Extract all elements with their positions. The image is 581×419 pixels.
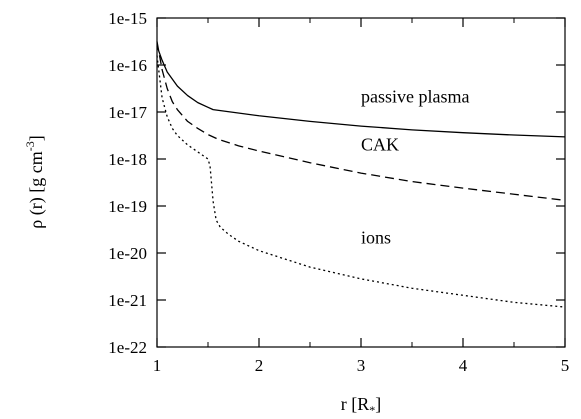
annotation-label: ions	[361, 228, 391, 248]
series-annotations: passive plasma CAK ions	[361, 87, 469, 248]
x-tick-label: 3	[357, 356, 366, 375]
series-lines	[156, 41, 566, 308]
series-line-passive-plasma	[156, 45, 566, 138]
plot-frame	[156, 17, 566, 348]
x-axis-label-close: ]	[375, 394, 381, 414]
x-axis-label-sub: *	[369, 403, 375, 417]
x-tick-label: 1	[153, 356, 162, 375]
y-tick-label: 1e-22	[108, 338, 147, 357]
annotation-label: CAK	[361, 135, 399, 155]
x-axis-label: r [R*]	[341, 394, 382, 417]
x-tick-label: 2	[255, 356, 264, 375]
series-line-cak	[156, 41, 566, 202]
y-axis-label: ρ (r) [g cm-3]	[23, 135, 47, 228]
y-tick-label: 1e-16	[108, 56, 147, 75]
y-tick-label: 1e-17	[108, 103, 147, 122]
y-axis-label-sup: -3	[23, 141, 37, 151]
y-tick-label: 1e-21	[108, 291, 147, 310]
axis-ticks	[156, 17, 566, 348]
y-axis-label-main: ρ (r) [g cm	[26, 151, 47, 228]
y-tick-label: 1e-18	[108, 150, 147, 169]
x-axis-label-main: r [R	[341, 394, 370, 414]
annotation-label: passive plasma	[361, 87, 469, 107]
y-tick-label: 1e-15	[108, 9, 147, 28]
y-axis-label-close: ]	[26, 135, 46, 141]
y-tick-label: 1e-19	[108, 197, 147, 216]
axis-tick-labels: 1 2 3 4 5 1e-15 1e-16 1e-17 1e-18 1e-19 1e-20 1e-21…	[108, 9, 569, 375]
x-tick-label: 4	[459, 356, 468, 375]
y-tick-label: 1e-20	[108, 244, 147, 263]
x-tick-label: 5	[561, 356, 570, 375]
